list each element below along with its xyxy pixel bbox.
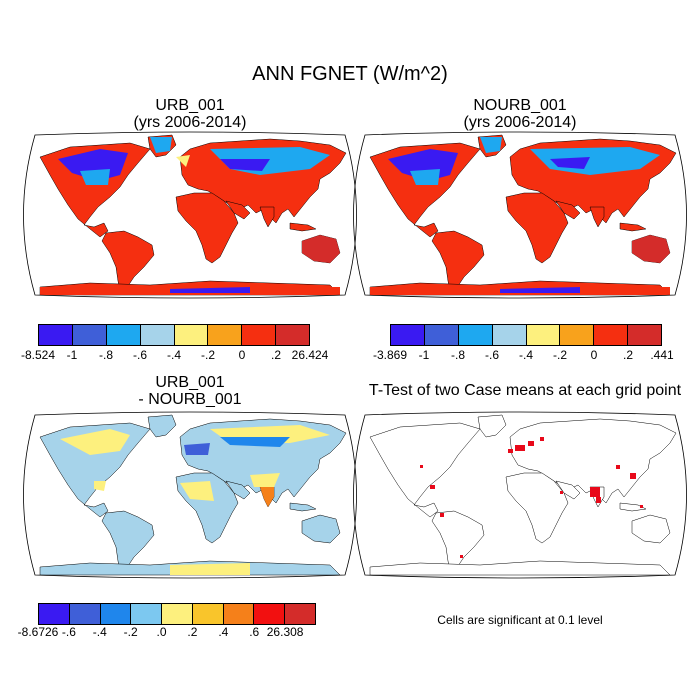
panel-1-title: URB_001 (yrs 2006-2014) (35, 97, 345, 131)
colorbar-swatch (526, 325, 561, 345)
colorbar-tick-label: .2 (187, 625, 198, 639)
colorbar-swatch (285, 604, 316, 624)
colorbar-swatch (174, 325, 209, 345)
significant-cells (420, 437, 643, 558)
panel-1-case-name: URB_001 (155, 97, 225, 114)
colorbar-panel-3 (38, 603, 316, 625)
map-panel-4 (353, 411, 687, 579)
colorbar-panel-2-labels: -3.869 -1 -.8 -.6 -.4 -.2 0 .2 .441 (373, 348, 674, 362)
map-panel-2 (353, 131, 687, 299)
significance-note: Cells are significant at 0.1 level (437, 613, 603, 627)
colorbar-swatch (391, 325, 425, 345)
colorbar-tick-label: -.6 (61, 625, 76, 639)
colorbar-tick-label: 0 (238, 348, 246, 362)
colorbar-swatch (276, 325, 309, 345)
colorbar-tick-label: .2 (270, 348, 282, 362)
panel-3-difference-label: - NOURB_001 (138, 391, 242, 408)
colorbar-tick-label: -.8 (450, 348, 466, 362)
colorbar-tick-label: -.4 (166, 348, 182, 362)
colorbar-swatch (594, 325, 629, 345)
colorbar-tick-label: -8.6726 (17, 625, 59, 639)
panel-1-years: (yrs 2006-2014) (133, 114, 247, 131)
colorbar-tick-label: -.6 (132, 348, 148, 362)
colorbar-tick-label: -.2 (123, 625, 138, 639)
colorbar-tick-label: -.2 (552, 348, 568, 362)
panel-2-years: (yrs 2006-2014) (463, 114, 577, 131)
colorbar-swatch (140, 325, 175, 345)
colorbar-panel-1 (38, 324, 310, 346)
colorbar-swatch (39, 604, 70, 624)
colorbar-swatch (628, 325, 661, 345)
colorbar-panel-2 (390, 324, 662, 346)
panel-2-title: NOURB_001 (yrs 2006-2014) (365, 97, 675, 131)
colorbar-tick-label: -3.869 (372, 348, 408, 362)
colorbar-swatch (242, 325, 277, 345)
colorbar-swatch (254, 604, 286, 624)
colorbar-swatch (106, 325, 141, 345)
colorbar-tick-label: -.8 (98, 348, 114, 362)
colorbar-tick-label: .2 (622, 348, 634, 362)
map-panel-1 (23, 131, 357, 299)
colorbar-tick-label: .441 (650, 348, 674, 362)
panel-4-title: T-Test of two Case means at each grid po… (368, 382, 682, 399)
colorbar-swatch (69, 604, 101, 624)
colorbar-swatch (192, 604, 224, 624)
colorbar-tick-label: -8.524 (20, 348, 56, 362)
colorbar-tick-label: 0 (590, 348, 598, 362)
colorbar-panel-1-labels: -8.524 -1 -.8 -.6 -.4 -.2 0 .2 26.424 (21, 348, 328, 362)
colorbar-tick-label: -.4 (518, 348, 534, 362)
colorbar-swatch (492, 325, 527, 345)
colorbar-swatch (72, 325, 107, 345)
colorbar-panel-3-labels: -8.6726 -.6 -.4 -.2 .0 .2 .4 .6 26.308 (18, 625, 316, 639)
map-panel-3 (23, 411, 357, 579)
colorbar-tick-label: -1 (66, 348, 78, 362)
colorbar-swatch (424, 325, 459, 345)
panel-3-title: URB_001 - NOURB_001 (35, 374, 345, 408)
colorbar-tick-label: .6 (249, 625, 260, 639)
colorbar-swatch (162, 604, 193, 624)
colorbar-swatch (223, 604, 255, 624)
colorbar-tick-label: 26.424 (291, 348, 329, 362)
colorbar-swatch (560, 325, 595, 345)
colorbar-swatch (458, 325, 493, 345)
colorbar-swatch (131, 604, 163, 624)
colorbar-tick-label: 26.308 (266, 625, 304, 639)
colorbar-tick-label: -.4 (92, 625, 107, 639)
colorbar-tick-label: .4 (218, 625, 229, 639)
colorbar-swatch (100, 604, 132, 624)
colorbar-tick-label: -.2 (200, 348, 216, 362)
panel-3-case-name: URB_001 (155, 374, 225, 391)
colorbar-tick-label: -1 (418, 348, 430, 362)
colorbar-swatch (39, 325, 73, 345)
colorbar-swatch (208, 325, 243, 345)
panel-2-case-name: NOURB_001 (473, 97, 567, 114)
colorbar-tick-label: .0 (156, 625, 167, 639)
colorbar-tick-label: -.6 (484, 348, 500, 362)
main-title: ANN FGNET (W/m^2) (252, 63, 448, 85)
